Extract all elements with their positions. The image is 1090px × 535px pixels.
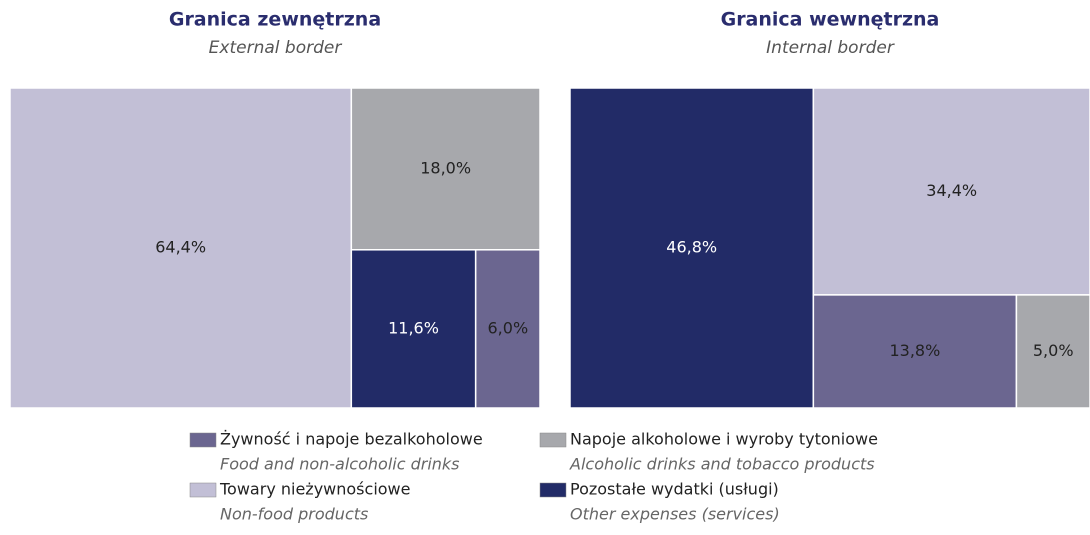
legend-label: Towary nieżywnościowe xyxy=(219,480,410,499)
value-label: 18,0% xyxy=(420,158,471,177)
chart-title: Granica wewnętrzna xyxy=(721,9,940,31)
tile xyxy=(812,87,1090,296)
legend-swatch xyxy=(539,432,567,448)
value-label: 64,4% xyxy=(155,238,206,257)
value-label: 5,0% xyxy=(1033,341,1074,360)
tile xyxy=(474,249,541,409)
value-label: 34,4% xyxy=(926,181,977,200)
value-label: 11,6% xyxy=(388,318,439,337)
legend-subtitle: Non-food products xyxy=(220,505,368,524)
value-label: 13,8% xyxy=(889,341,940,360)
legend-subtitle: Other expenses (services) xyxy=(570,505,780,524)
legend-label: Pozostałe wydatki (usługi) xyxy=(570,480,779,499)
value-label: 46,8% xyxy=(666,238,717,257)
tile xyxy=(812,294,1018,409)
legend-label: Żywność i napoje bezalkoholowe xyxy=(220,430,483,449)
legend-swatch xyxy=(189,482,217,498)
tile xyxy=(569,87,815,409)
legend-label: Napoje alkoholowe i wyroby tytoniowe xyxy=(570,430,878,449)
legend-swatch xyxy=(189,432,217,448)
value-label: 6,0% xyxy=(488,318,529,337)
legend-subtitle: Food and non-alcoholic drinks xyxy=(220,455,460,474)
tile xyxy=(350,87,541,251)
legend-subtitle: Alcoholic drinks and tobacco products xyxy=(569,455,875,474)
tile xyxy=(350,249,477,409)
tile xyxy=(9,87,353,409)
tile xyxy=(1015,294,1090,409)
chart-subtitle: External border xyxy=(209,38,343,58)
chart-subtitle: Internal border xyxy=(766,38,895,58)
chart-title: Granica zewnętrzna xyxy=(169,9,381,31)
legend-swatch xyxy=(539,482,567,498)
